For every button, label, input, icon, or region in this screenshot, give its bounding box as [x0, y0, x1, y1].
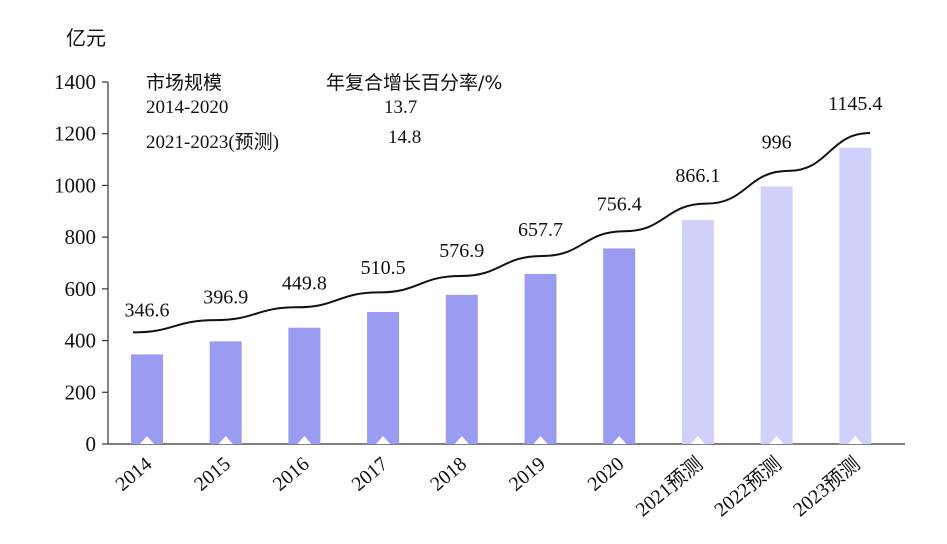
x-tick-label-2014: 2014	[111, 453, 156, 496]
data-label-2021预测: 866.1	[675, 165, 720, 187]
data-label-2015: 396.9	[203, 286, 248, 308]
bar-2019	[524, 273, 557, 444]
y-tick-label: 1400	[54, 70, 96, 94]
data-label-2022预测: 996	[762, 131, 792, 153]
bar-base-notch	[140, 436, 154, 444]
bar-2015	[209, 341, 242, 444]
bar-2016	[288, 327, 321, 444]
data-label-2016: 449.8	[282, 273, 327, 295]
bar-base-notch	[376, 436, 391, 444]
y-tick-label: 200	[65, 380, 97, 404]
y-tick-label: 1000	[54, 173, 96, 197]
bar-2023预测	[839, 147, 872, 445]
trend-line	[132, 132, 871, 334]
bar-base-notch	[454, 436, 469, 444]
bar-2014	[131, 354, 163, 444]
data-label-2019: 657.7	[518, 219, 563, 241]
bar-base-notch	[533, 436, 548, 444]
bar-base-notch	[848, 436, 863, 444]
bar-base-notch	[218, 436, 233, 444]
x-tick-label-2023预测: 2023预测	[788, 452, 864, 521]
info-header-cagr: 年复合增长百分率/%	[326, 72, 503, 94]
bar-2017	[367, 311, 400, 444]
y-tick-label: 800	[65, 225, 97, 249]
bar-2018	[445, 294, 478, 444]
x-tick-label-2022预测: 2022预测	[710, 452, 786, 521]
info-row-cagr-2021-2023: 14.8	[388, 127, 422, 148]
data-label-2018: 576.9	[439, 240, 484, 262]
info-row-cagr-2014-2020: 13.7	[384, 97, 418, 118]
info-row-period-2021-2023: 2021-2023(预测)	[146, 132, 279, 153]
bar-2020	[603, 248, 636, 444]
data-label-2020: 756.4	[597, 193, 642, 215]
y-tick-label: 1200	[54, 122, 96, 146]
info-row-period-2014-2020: 2014-2020	[146, 97, 229, 118]
bar-base-notch	[612, 436, 627, 444]
data-label-2023预测: 1145.4	[828, 93, 882, 115]
bar-base-notch	[769, 436, 784, 444]
y-tick-label: 0	[86, 432, 97, 456]
x-tick-label-2020: 2020	[584, 453, 629, 496]
data-label-2014: 346.6	[125, 299, 170, 321]
x-tick-label-2016: 2016	[269, 453, 314, 496]
bar-2021预测	[681, 220, 714, 444]
bar-base-notch	[297, 436, 312, 444]
info-header-market-size: 市场规模	[146, 72, 223, 94]
x-tick-label-2019: 2019	[505, 453, 550, 496]
bar-2022预测	[760, 186, 793, 444]
x-tick-label-2021预测: 2021预测	[631, 452, 707, 521]
data-label-2017: 510.5	[361, 257, 406, 279]
y-axis-unit-label: 亿元	[66, 26, 106, 50]
x-tick-label-2015: 2015	[190, 453, 235, 496]
x-tick-label-2017: 2017	[348, 453, 393, 496]
y-tick-label: 600	[65, 277, 97, 301]
y-tick-label: 400	[65, 329, 97, 353]
x-tick-label-2018: 2018	[426, 453, 471, 496]
bar-base-notch	[690, 436, 705, 444]
